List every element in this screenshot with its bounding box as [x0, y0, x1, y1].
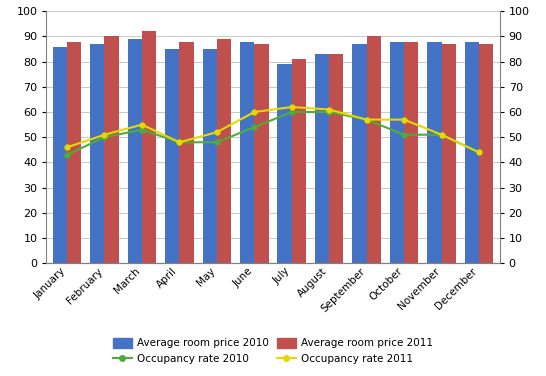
- Bar: [240, 41, 254, 263]
- Occupancy rate 2010: [288, 110, 295, 114]
- Occupancy rate 2011: [176, 140, 183, 144]
- Occupancy rate 2011: [363, 117, 370, 122]
- Bar: [465, 41, 479, 263]
- Bar: [67, 41, 81, 263]
- Occupancy rate 2011: [64, 145, 70, 150]
- Occupancy rate 2011: [139, 123, 145, 127]
- Occupancy rate 2011: [401, 117, 407, 122]
- Bar: [352, 44, 366, 263]
- Bar: [315, 54, 329, 263]
- Bar: [90, 44, 104, 263]
- Line: Occupancy rate 2010: Occupancy rate 2010: [64, 110, 482, 157]
- Occupancy rate 2011: [476, 150, 482, 155]
- Bar: [128, 39, 142, 263]
- Line: Occupancy rate 2011: Occupancy rate 2011: [64, 105, 482, 155]
- Bar: [165, 49, 180, 263]
- Bar: [329, 54, 343, 263]
- Legend: Average room price 2010, Occupancy rate 2010, Average room price 2011, Occupancy: Average room price 2010, Occupancy rate …: [110, 335, 436, 367]
- Bar: [390, 41, 404, 263]
- Occupancy rate 2011: [326, 107, 333, 112]
- Occupancy rate 2010: [326, 110, 333, 114]
- Occupancy rate 2010: [363, 117, 370, 122]
- Bar: [203, 49, 217, 263]
- Occupancy rate 2011: [101, 132, 108, 137]
- Occupancy rate 2010: [401, 132, 407, 137]
- Occupancy rate 2010: [139, 127, 145, 132]
- Occupancy rate 2010: [438, 132, 445, 137]
- Occupancy rate 2011: [251, 110, 258, 114]
- Occupancy rate 2010: [476, 150, 482, 155]
- Bar: [217, 39, 231, 263]
- Bar: [479, 44, 493, 263]
- Bar: [142, 32, 156, 263]
- Occupancy rate 2011: [438, 132, 445, 137]
- Occupancy rate 2010: [101, 135, 108, 139]
- Bar: [442, 44, 456, 263]
- Occupancy rate 2010: [64, 153, 70, 157]
- Bar: [53, 47, 67, 263]
- Occupancy rate 2011: [213, 130, 220, 135]
- Bar: [254, 44, 269, 263]
- Bar: [428, 41, 442, 263]
- Bar: [180, 41, 194, 263]
- Occupancy rate 2010: [251, 125, 258, 129]
- Bar: [366, 36, 381, 263]
- Bar: [277, 64, 292, 263]
- Bar: [104, 36, 118, 263]
- Bar: [404, 41, 418, 263]
- Occupancy rate 2010: [213, 140, 220, 144]
- Occupancy rate 2011: [288, 105, 295, 109]
- Occupancy rate 2010: [176, 140, 183, 144]
- Bar: [292, 59, 306, 263]
